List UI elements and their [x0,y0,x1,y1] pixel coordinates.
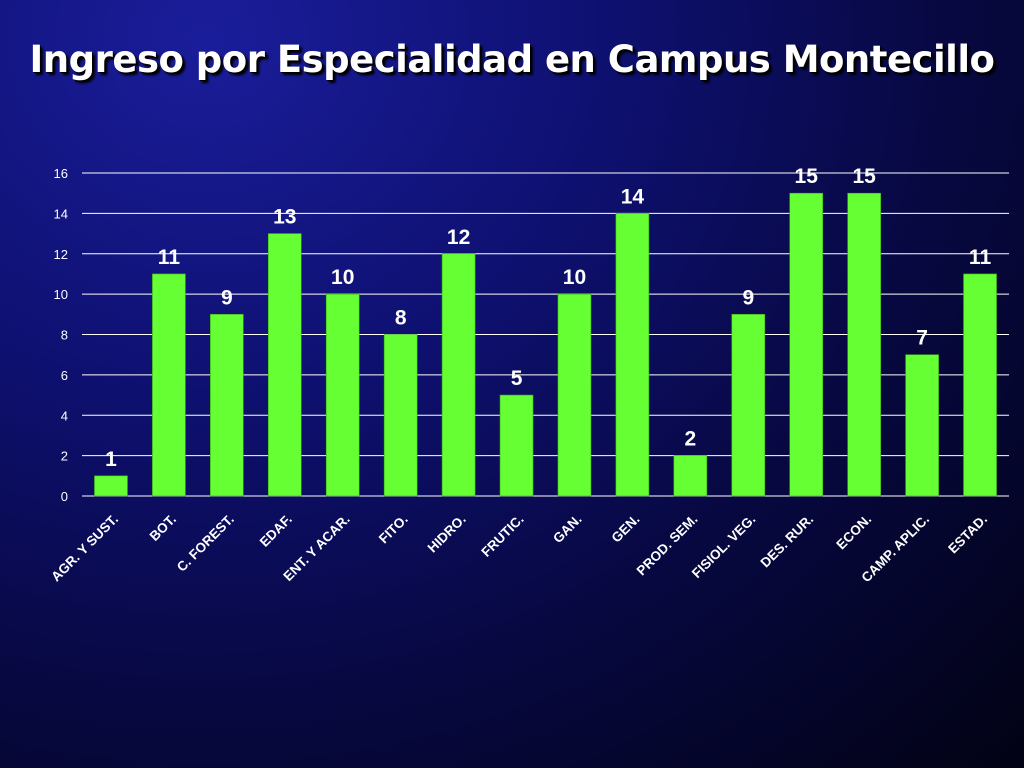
bar [499,394,534,497]
bar [383,334,418,497]
y-tick-label: 2 [61,449,68,464]
bar [152,273,186,497]
x-category-label: GEN. [609,512,643,546]
data-label: 12 [447,226,470,249]
data-label: 10 [331,266,354,289]
bar [847,192,881,497]
x-axis-category-labels: AGR. Y SUST. BOT.C. FOREST. EDAF.ENT. Y AC… [48,512,990,586]
bar [615,213,650,497]
y-tick-label: 0 [61,489,68,504]
data-label: 11 [969,246,992,269]
bar [267,233,302,497]
x-category-label: FITO. [376,512,411,547]
bar [789,192,824,497]
data-label: 9 [742,286,754,309]
x-category-label: FRUTIC. [478,512,526,560]
data-label: 8 [395,307,407,330]
y-tick-label: 14 [54,206,68,221]
bar [731,314,766,497]
data-label: 15 [795,165,819,188]
bar [905,354,939,497]
y-tick-label: 4 [61,408,68,423]
data-label: 5 [511,367,523,390]
x-category-label: BOT. [147,512,179,544]
bar [557,293,592,497]
x-category-label: HIDRO. [425,512,469,556]
y-tick-label: 16 [54,166,68,181]
x-category-label: GAN. [550,512,584,546]
data-label: 10 [563,266,586,289]
bar [94,475,128,497]
chart-title: Ingreso por Especialidad en Campus Monte… [29,38,995,81]
data-label: 9 [221,286,233,309]
x-category-label: EDAF. [257,512,295,550]
x-category-label: ESTAD. [945,512,990,557]
data-label: 7 [916,327,928,350]
x-category-label: C. FOREST. [174,512,237,575]
bar [963,273,997,497]
y-axis-tick-labels: 0 2 4 6 8 10 12 14 16 [54,166,68,504]
data-label: 2 [685,428,697,451]
bar [325,293,360,497]
x-category-label: ECON. [833,512,874,553]
y-tick-label: 8 [61,328,68,343]
data-label: 11 [158,246,181,269]
x-category-label: AGR. Y SUST. [48,512,121,585]
bar [441,253,476,497]
y-tick-label: 12 [54,247,68,262]
data-label: 13 [273,206,296,229]
data-label: 14 [621,185,645,208]
bars [94,192,997,497]
data-label: 1 [105,448,117,471]
bar [210,314,244,497]
y-tick-label: 10 [54,287,68,302]
x-category-label: DES. RUR. [757,512,816,571]
bar [673,455,708,497]
y-tick-label: 6 [61,368,68,383]
data-label: 15 [852,165,876,188]
